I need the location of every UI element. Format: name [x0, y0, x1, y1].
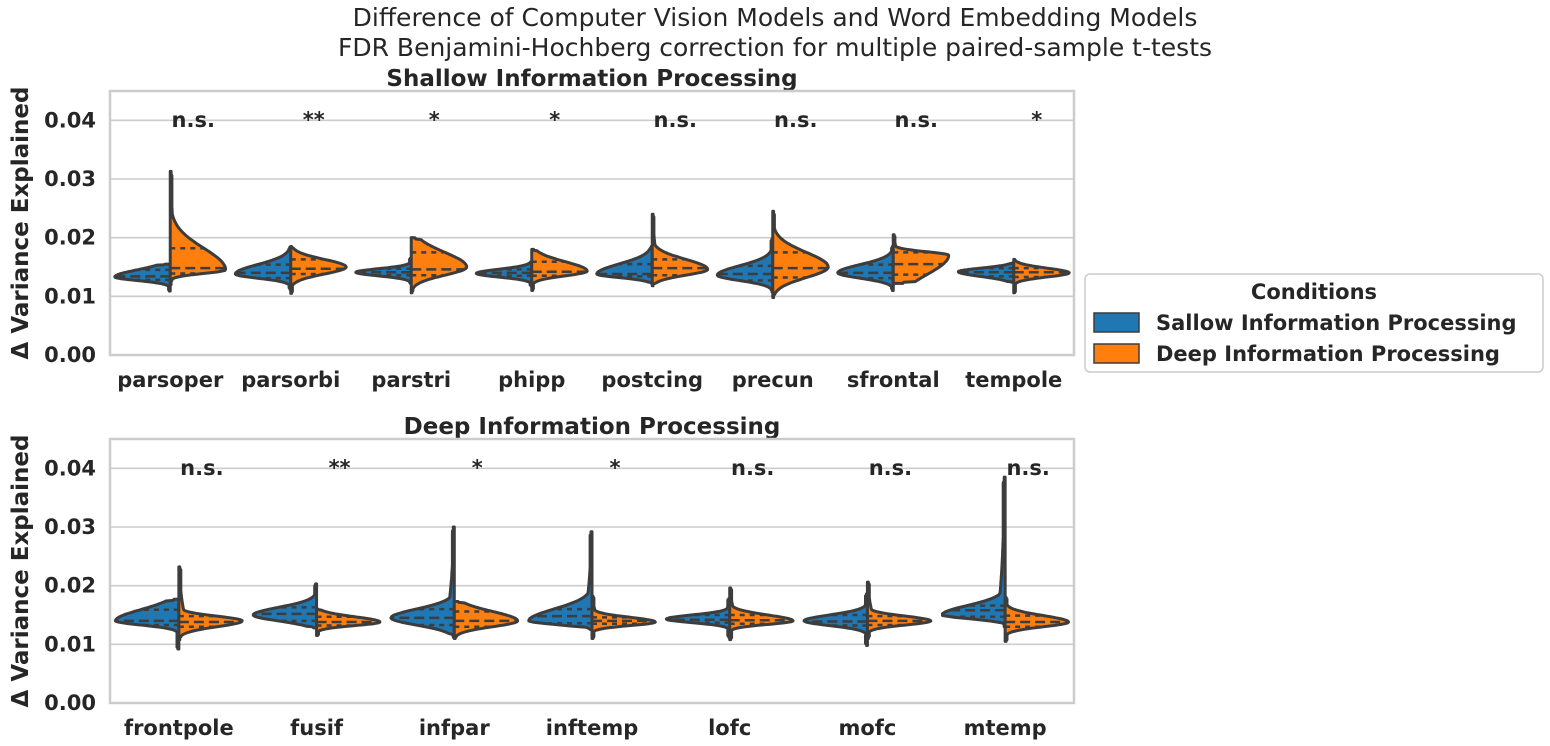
- violin-deep-mtemp: [1003, 595, 1070, 643]
- x-tick-label: sfrontal: [847, 368, 940, 392]
- violin-deep-frontpole: [177, 565, 244, 642]
- significance-label: *: [610, 456, 621, 480]
- significance-label: *: [1031, 108, 1042, 132]
- y-tick-label: 0.01: [44, 284, 96, 308]
- violin-shallow-parsorbi: [233, 245, 293, 291]
- significance-label: *: [472, 456, 483, 480]
- x-tick-label: postcing: [601, 368, 703, 392]
- violin-shallow-mofc: [802, 592, 869, 648]
- x-tick-label: parstri: [371, 368, 451, 392]
- violin-deep-postcing: [650, 212, 710, 288]
- violin-shallow-precun: [715, 237, 775, 294]
- violin-shallow-mtemp: [941, 475, 1007, 629]
- y-tick-label: 0.04: [44, 456, 96, 480]
- violin-shallow-postcing: [595, 244, 654, 285]
- violin-deep-mofc: [865, 580, 933, 640]
- violin-shallow-inftemp: [527, 530, 594, 632]
- y-tick-label: 0.02: [44, 226, 96, 250]
- legend-swatch-deep: [1093, 343, 1140, 364]
- legend: Conditions Sallow Information Processing…: [1084, 273, 1544, 373]
- significance-label: *: [429, 108, 440, 132]
- x-tick-label: infpar: [419, 716, 490, 740]
- x-tick-label: precun: [732, 368, 814, 392]
- significance-label: **: [329, 456, 351, 480]
- x-tick-label: parsorbi: [241, 368, 340, 392]
- y-tick-label: 0.03: [44, 167, 96, 191]
- legend-title: Conditions: [1251, 280, 1377, 304]
- significance-label: n.s.: [1006, 456, 1049, 480]
- significance-label: *: [549, 108, 560, 132]
- y-tick-label: 0.00: [44, 343, 96, 367]
- violin-shallow-sfrontal: [836, 244, 895, 292]
- x-tick-label: mofc: [838, 716, 896, 740]
- plot-frame: [108, 89, 1076, 357]
- significance-label: n.s.: [895, 108, 938, 132]
- legend-frame: [1084, 273, 1544, 373]
- violin-deep-tempole: [1012, 257, 1071, 295]
- plot-frame: [108, 437, 1076, 705]
- violin-deep-parstri: [409, 236, 469, 295]
- y-tick-label: 0.00: [44, 691, 96, 715]
- significance-label: n.s.: [654, 108, 697, 132]
- significance-label: n.s.: [180, 456, 223, 480]
- panel-title: Deep Information Processing: [404, 414, 781, 440]
- y-tick-label: 0.02: [44, 574, 96, 598]
- violin-deep-precun: [771, 209, 830, 300]
- significance-label: **: [303, 108, 325, 132]
- figure-title-line2: FDR Benjamini-Hochberg correction for mu…: [338, 33, 1212, 62]
- legend-label-shallow: Sallow Information Processing: [1156, 311, 1517, 335]
- x-tick-label: fusif: [290, 716, 344, 740]
- x-tick-label: parsoper: [117, 368, 224, 392]
- violin-shallow-infpar: [389, 525, 456, 639]
- violin-deep-parsoper: [168, 169, 228, 287]
- x-tick-label: phipp: [498, 368, 565, 392]
- figure-title-line1: Difference of Computer Vision Models and…: [353, 3, 1198, 32]
- violin-shallow-lofc: [664, 597, 732, 639]
- x-tick-label: lofc: [708, 716, 751, 740]
- violin-shallow-parstri: [354, 256, 413, 285]
- y-tick-label: 0.04: [44, 108, 96, 132]
- significance-label: n.s.: [869, 456, 912, 480]
- x-tick-label: frontpole: [124, 716, 234, 740]
- y-tick-label: 0.01: [44, 632, 96, 656]
- significance-label: n.s.: [731, 456, 774, 480]
- y-axis-label: Δ Variance Explained: [8, 87, 34, 360]
- y-tick-label: 0.03: [44, 515, 96, 539]
- violin-shallow-fusif: [251, 582, 319, 630]
- x-tick-label: mtemp: [964, 716, 1047, 740]
- violin-deep-phipp: [530, 247, 589, 292]
- significance-label: n.s.: [774, 108, 817, 132]
- x-tick-label: inftemp: [546, 716, 638, 740]
- violin-deep-sfrontal: [891, 233, 951, 285]
- panel-shallow: Shallow Information Processing Δ Varianc…: [8, 66, 1076, 392]
- legend-label-deep: Deep Information Processing: [1156, 342, 1500, 366]
- panel-title: Shallow Information Processing: [386, 66, 797, 92]
- x-tick-label: tempole: [965, 368, 1062, 392]
- y-axis-label: Δ Variance Explained: [8, 435, 34, 708]
- significance-label: n.s.: [172, 108, 215, 132]
- panel-deep: Deep Information Processing Δ Variance E…: [8, 414, 1076, 740]
- legend-swatch-shallow: [1093, 312, 1140, 333]
- violin-shallow-phipp: [474, 260, 534, 288]
